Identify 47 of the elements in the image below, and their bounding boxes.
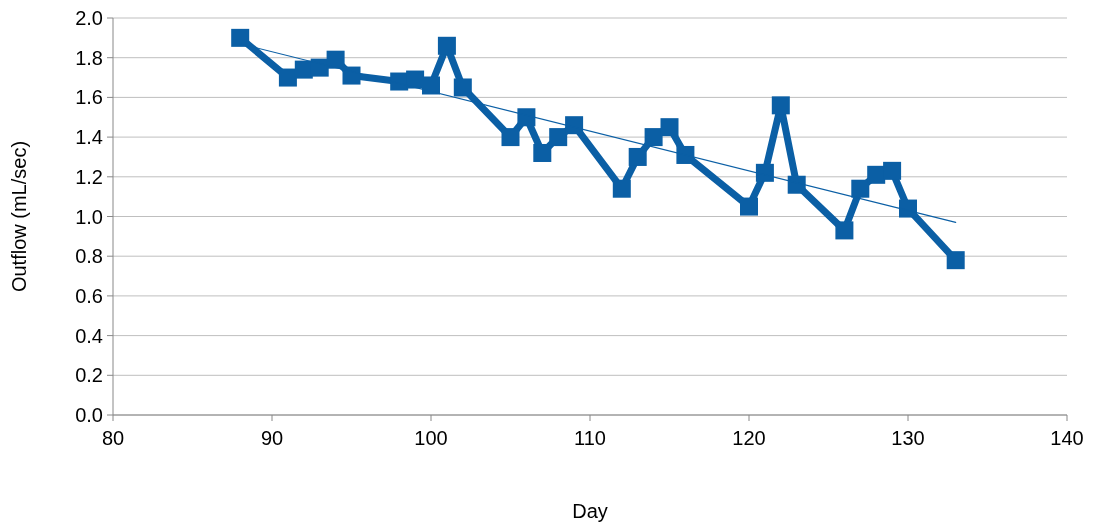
- x-tick-label: 80: [101, 427, 125, 449]
- point: [437, 36, 456, 55]
- y-tick-label: 1.8: [75, 46, 103, 69]
- point: [549, 128, 568, 147]
- point: [771, 96, 790, 115]
- point: [628, 147, 647, 166]
- point: [501, 128, 520, 147]
- point: [422, 76, 440, 95]
- point: [533, 143, 552, 162]
- y-tick-label: 1.6: [75, 86, 103, 109]
- point: [644, 128, 663, 147]
- point: [342, 66, 361, 85]
- y-tick-label: 0.8: [75, 245, 103, 268]
- x-tick-label: 120: [732, 427, 766, 449]
- point: [899, 199, 917, 218]
- y-tick-label: 0.2: [75, 364, 103, 387]
- y-tick-label: 1.4: [75, 126, 103, 149]
- x-tick-label: 90: [260, 427, 284, 449]
- point: [787, 175, 806, 194]
- y-tick-label: 1.0: [75, 205, 103, 228]
- point: [883, 161, 902, 180]
- x-tick-label: 130: [891, 427, 925, 449]
- x-axis-title: Day: [572, 500, 608, 522]
- point: [835, 221, 854, 240]
- point: [453, 78, 472, 97]
- point: [867, 165, 886, 184]
- x-tick-label: 100: [414, 427, 448, 449]
- y-axis-title: Outflow (mL/sec): [8, 140, 30, 293]
- point: [517, 108, 536, 127]
- y-tick-label: 2.0: [75, 7, 103, 29]
- y-tick-label: 1.2: [75, 165, 103, 188]
- point: [946, 251, 965, 270]
- point: [565, 116, 584, 135]
- y-tick-label: 0.4: [75, 324, 103, 347]
- point: [231, 28, 250, 47]
- point: [676, 145, 695, 164]
- point: [740, 197, 758, 216]
- point: [851, 179, 870, 198]
- x-tick-label: 140: [1050, 427, 1084, 449]
- point: [660, 118, 679, 137]
- y-tick-label: 0.0: [75, 404, 103, 426]
- y-tick-label: 0.6: [75, 284, 103, 307]
- x-tick-label: 110: [574, 427, 606, 449]
- point: [326, 50, 345, 69]
- point: [612, 179, 631, 198]
- point: [755, 163, 774, 182]
- point: [278, 68, 297, 87]
